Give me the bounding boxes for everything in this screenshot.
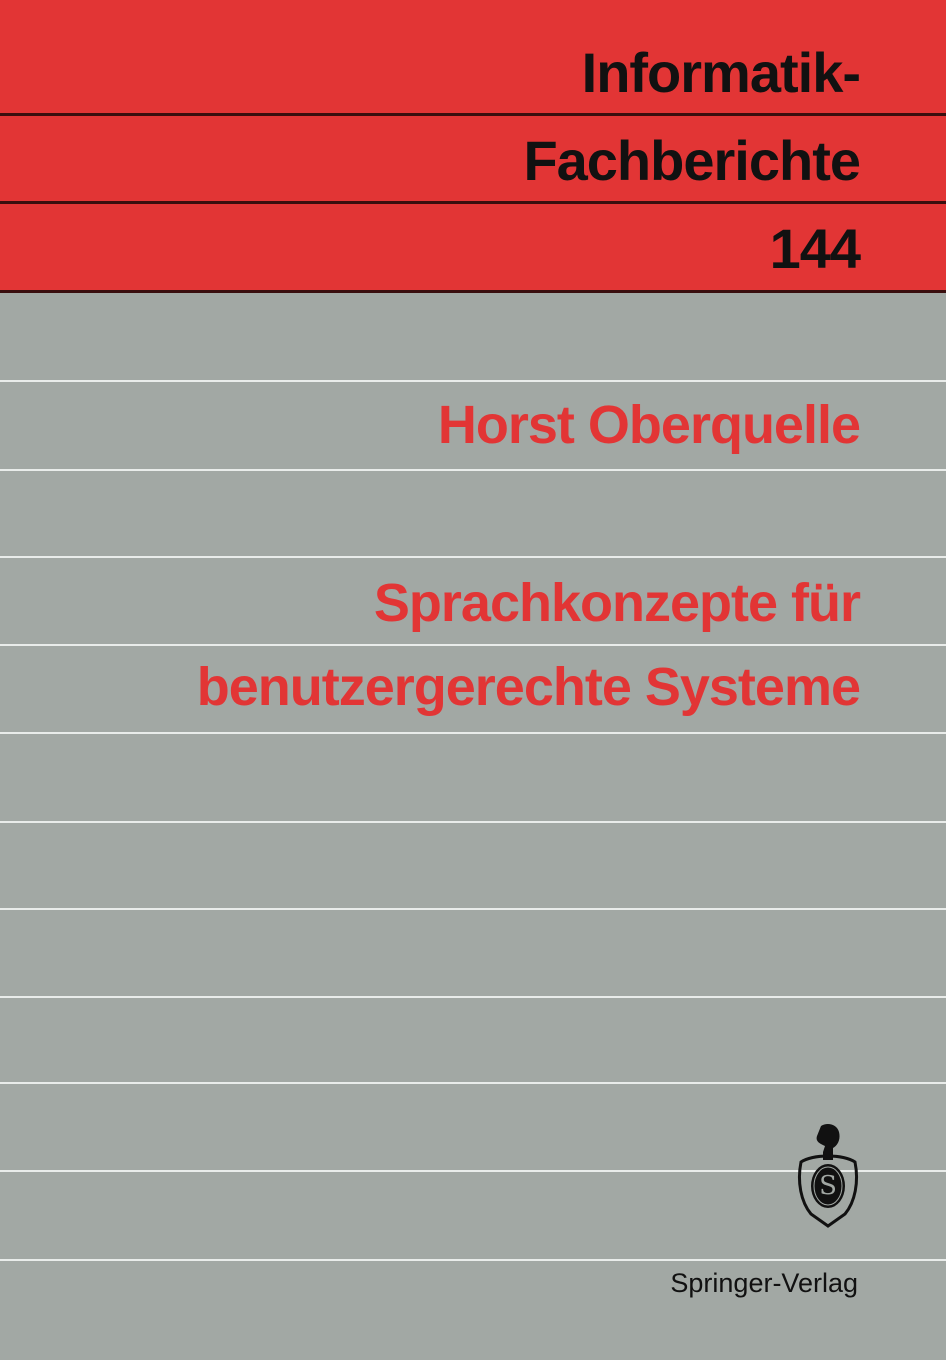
volume-number: 144 [769,217,861,280]
divider [0,556,946,558]
springer-knight-emblem-icon: S [797,1124,859,1228]
divider [0,1170,946,1172]
divider [0,1082,946,1084]
divider [0,908,946,910]
series-title-line1: Informatik- [581,41,861,104]
divider [0,644,946,646]
divider [0,290,946,293]
publisher: Springer-Verlag [670,1268,858,1298]
series-title-line2: Fachberichte [523,129,861,192]
divider [0,380,946,382]
book-title-line2: benutzergerechte Systeme [196,657,861,717]
book-title-line1: Sprachkonzepte für [373,573,861,633]
divider [0,201,946,204]
divider [0,821,946,823]
divider [0,113,946,116]
author: Horst Oberquelle [437,395,861,455]
series-band [0,0,946,291]
divider [0,996,946,998]
divider [0,469,946,471]
divider [0,732,946,734]
svg-text:S: S [819,1171,837,1201]
divider [0,1259,946,1261]
